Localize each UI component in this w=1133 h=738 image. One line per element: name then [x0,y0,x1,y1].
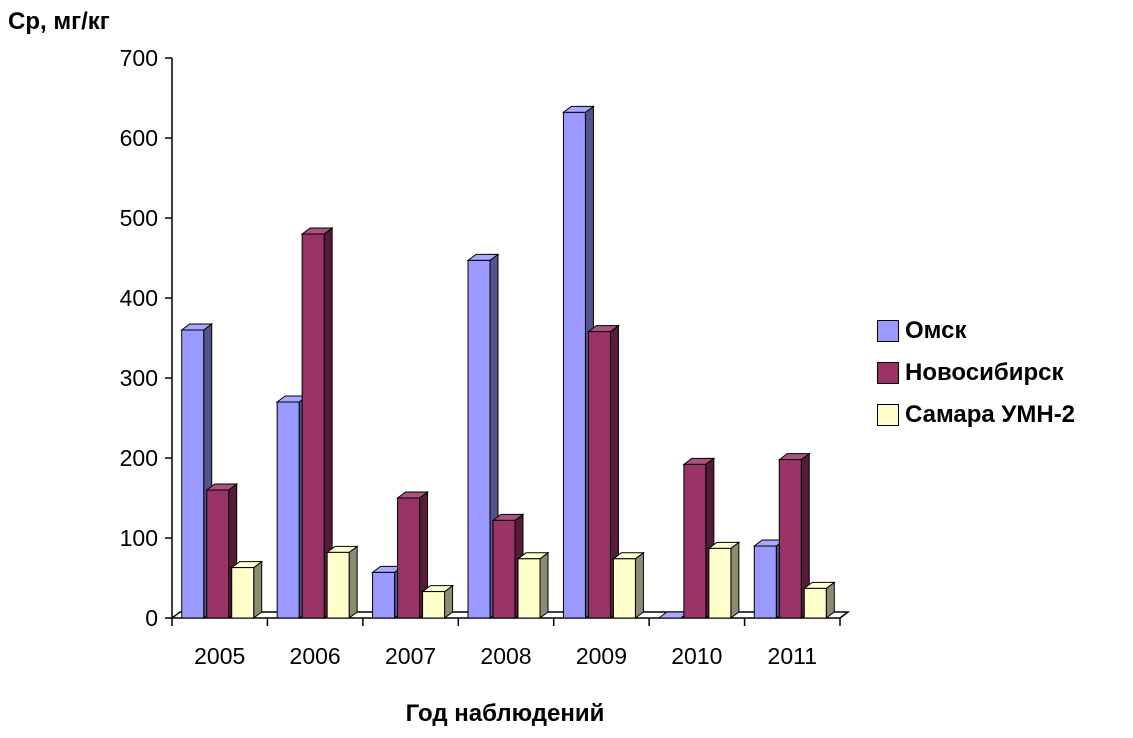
legend-label-samara: Самара УМН-2 [905,401,1076,428]
x-axis-title: Год наблюдений [405,700,605,727]
x-tick-label: 2010 [671,643,722,669]
legend-swatch-omsk [877,320,899,342]
bar-2008-s2-side [539,551,549,619]
bar-2006-s2 [326,551,350,619]
x-tick-label: 2009 [576,643,627,669]
x-tick-label: 2011 [768,643,817,669]
bar-2006-s0 [276,401,300,619]
y-tick-label: 300 [120,365,158,391]
bar-2009-s0 [562,111,586,619]
bar-2007-s2 [422,591,446,619]
bar-2011-s0 [753,545,777,619]
bar-2006-s1 [301,233,325,619]
legend-swatch-novosibirsk [877,362,899,384]
bar-2011-s1 [778,459,802,619]
bar-2006-s2-side [348,545,358,619]
legend-label-omsk: Омск [905,317,967,344]
bar-2008-s2 [517,558,541,619]
y-axis-title: Cp, мг/кг [8,8,110,35]
legend: Омск Новосибирск Самара УМН-2 [877,310,1075,436]
bar-2005-s2 [231,567,255,619]
bar-2010-s1 [683,463,707,619]
y-tick-label: 500 [120,205,158,231]
bar-2010-s2-side [730,541,740,619]
y-tick-label: 700 [120,45,158,71]
bar-2005-s2-side [253,560,263,619]
bar-2009-s1 [587,331,611,619]
legend-item-omsk: Омск [877,310,1075,352]
legend-swatch-samara [877,404,899,426]
y-tick-label: 200 [120,445,158,471]
bar-2005-s1 [206,489,230,619]
bar-2008-s0 [467,259,491,619]
y-tick-label: 100 [120,525,158,551]
x-tick-label: 2006 [290,643,341,669]
x-tick-label: 2008 [480,643,531,669]
x-tick-label: 2005 [194,643,245,669]
bar-2010-s2 [708,547,732,619]
bar-2008-s1 [492,519,516,619]
y-tick-label: 400 [120,285,158,311]
legend-item-samara: Самара УМН-2 [877,394,1075,436]
bar-2009-s2 [612,558,636,619]
bar-2007-s0 [372,571,396,619]
legend-label-novosibirsk: Новосибирск [905,359,1064,386]
legend-item-novosibirsk: Новосибирск [877,352,1075,394]
bar-2007-s1 [397,497,421,619]
x-tick-label: 2007 [385,643,436,669]
y-tick-label: 0 [145,605,158,631]
bar-2005-s0 [181,329,205,619]
bar-2011-s2 [803,587,827,619]
y-tick-label: 600 [120,125,158,151]
bar-2009-s2-side [634,551,644,619]
